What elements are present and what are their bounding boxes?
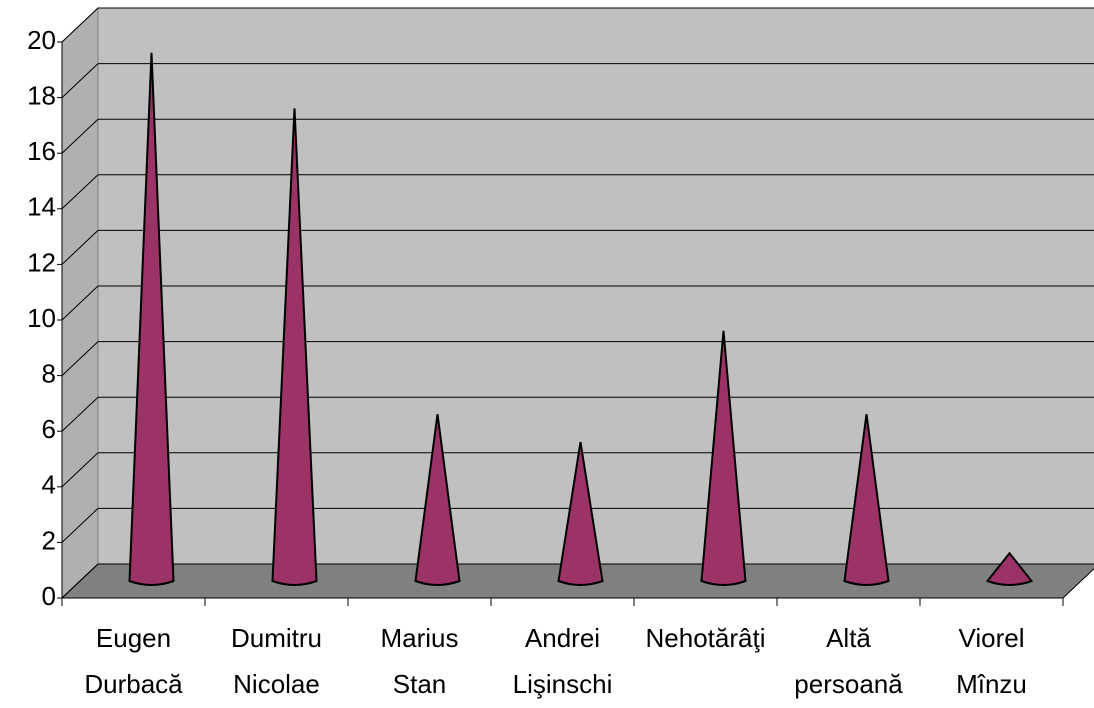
grid-line <box>61 174 99 210</box>
grid-line <box>61 341 99 376</box>
y-tick-label: 10 <box>27 303 56 333</box>
cone-body <box>700 330 747 586</box>
grid-line <box>61 396 99 432</box>
y-tick-label: 18 <box>27 80 56 110</box>
y-tick-label: 14 <box>27 192 56 222</box>
y-tick-label: 4 <box>42 470 56 500</box>
cone <box>557 441 604 586</box>
grid-line <box>61 563 99 599</box>
cone-body <box>271 108 318 586</box>
x-tick-label: Viorel Mînzu <box>956 623 1027 699</box>
grid-line <box>61 63 99 98</box>
cone <box>985 551 1034 586</box>
cone-body <box>843 414 890 586</box>
y-tick-label: 0 <box>42 581 56 611</box>
y-tick-label: 20 <box>27 25 56 55</box>
x-tick-label: Altă persoană <box>794 623 903 699</box>
y-tick-label: 8 <box>42 358 56 388</box>
y-tick-label: 12 <box>27 247 56 277</box>
cone <box>700 330 747 586</box>
y-tick-label: 16 <box>27 136 56 166</box>
cone-body <box>414 414 461 586</box>
y-tick-label: 6 <box>42 414 56 444</box>
x-tick-label: Nehotărâţi <box>646 623 766 653</box>
cone <box>843 414 890 586</box>
cone <box>271 108 318 586</box>
grid-line <box>61 7 99 43</box>
x-tick-label: Marius Stan <box>380 623 458 699</box>
cone <box>128 52 175 586</box>
x-tick-label: Andrei Lişinschi <box>513 623 613 699</box>
grid-line <box>61 452 99 488</box>
cone-body <box>985 551 1034 586</box>
grid-line <box>61 118 99 154</box>
cone <box>414 414 461 586</box>
cone-body <box>557 441 604 586</box>
grid-line <box>61 230 99 265</box>
cone-body <box>128 52 175 586</box>
grid-line <box>61 285 99 321</box>
x-tick-label: Eugen Durbacă <box>84 623 183 699</box>
y-tick-label: 2 <box>42 525 56 555</box>
grid-line <box>61 508 99 543</box>
x-tick-label: Dumitru Nicolae <box>231 623 322 699</box>
